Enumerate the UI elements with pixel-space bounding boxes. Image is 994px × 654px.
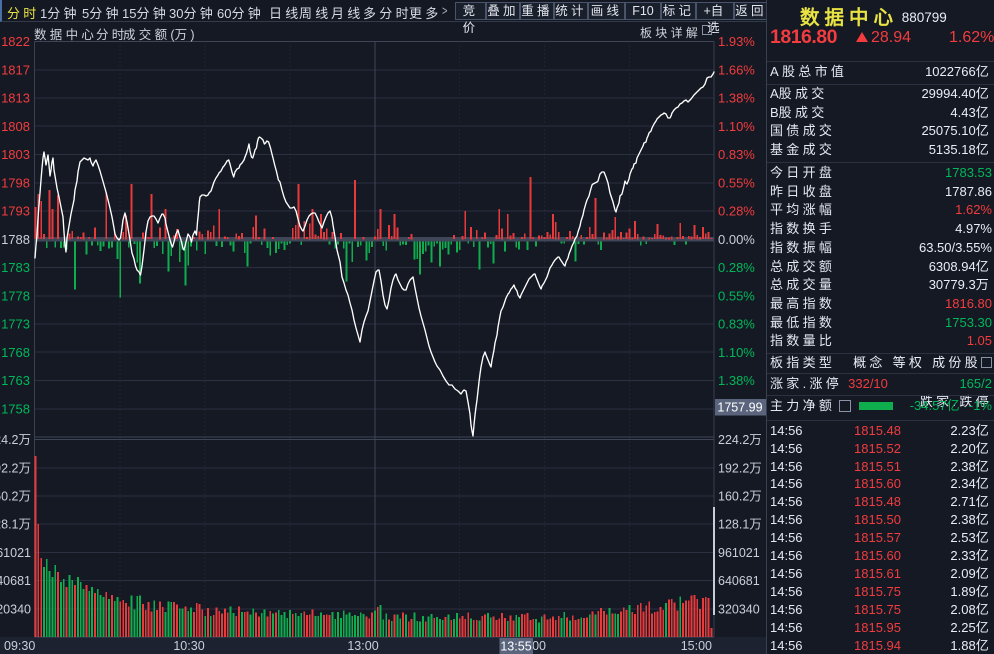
svg-text:0.83%: 0.83% bbox=[718, 147, 755, 162]
svg-text:0.00%: 0.00% bbox=[718, 232, 755, 247]
svg-text:1793: 1793 bbox=[1, 204, 30, 219]
svg-text:1.10%: 1.10% bbox=[718, 119, 755, 134]
svg-text:1803: 1803 bbox=[1, 147, 30, 162]
svg-text:224.2万: 224.2万 bbox=[0, 433, 31, 447]
svg-text:1768: 1768 bbox=[1, 345, 30, 360]
svg-text:128.1万: 128.1万 bbox=[0, 518, 31, 532]
svg-text:320340: 320340 bbox=[0, 602, 31, 616]
svg-text:1808: 1808 bbox=[1, 119, 30, 134]
svg-text:1783: 1783 bbox=[1, 260, 30, 275]
svg-text:961021: 961021 bbox=[718, 546, 760, 560]
svg-text:0.83%: 0.83% bbox=[718, 317, 755, 332]
svg-text:1763: 1763 bbox=[1, 373, 30, 388]
svg-text:640681: 640681 bbox=[718, 574, 760, 588]
svg-text:640681: 640681 bbox=[0, 574, 31, 588]
svg-text:1757.99: 1757.99 bbox=[717, 401, 762, 415]
svg-text:1773: 1773 bbox=[1, 317, 30, 332]
svg-text:128.1万: 128.1万 bbox=[718, 518, 762, 532]
svg-text:1813: 1813 bbox=[1, 91, 30, 106]
svg-text:320340: 320340 bbox=[718, 602, 760, 616]
svg-text:1788: 1788 bbox=[1, 232, 30, 247]
svg-text:160.2万: 160.2万 bbox=[718, 490, 762, 504]
svg-text:13:55: 13:55 bbox=[500, 640, 531, 654]
svg-text:1.38%: 1.38% bbox=[718, 91, 755, 106]
svg-text:1.93%: 1.93% bbox=[718, 34, 755, 49]
svg-text:0.28%: 0.28% bbox=[718, 204, 755, 219]
svg-text:1798: 1798 bbox=[1, 175, 30, 190]
svg-text:961021: 961021 bbox=[0, 546, 31, 560]
svg-text:1.66%: 1.66% bbox=[718, 62, 755, 77]
svg-text:1817: 1817 bbox=[1, 62, 30, 77]
svg-text:192.2万: 192.2万 bbox=[0, 461, 31, 475]
svg-text:160.2万: 160.2万 bbox=[0, 490, 31, 504]
svg-text:0.28%: 0.28% bbox=[718, 260, 755, 275]
svg-text:1.38%: 1.38% bbox=[718, 373, 755, 388]
svg-text:1758: 1758 bbox=[1, 401, 30, 416]
svg-text:15:00: 15:00 bbox=[681, 639, 712, 653]
svg-text:0.55%: 0.55% bbox=[718, 288, 755, 303]
svg-text:0.55%: 0.55% bbox=[718, 175, 755, 190]
svg-text:1822: 1822 bbox=[1, 34, 30, 49]
svg-text:13:00: 13:00 bbox=[347, 639, 378, 653]
svg-text:10:30: 10:30 bbox=[173, 639, 204, 653]
svg-text:1778: 1778 bbox=[1, 288, 30, 303]
svg-text:224.2万: 224.2万 bbox=[718, 433, 762, 447]
svg-text:192.2万: 192.2万 bbox=[718, 461, 762, 475]
svg-text:09:30: 09:30 bbox=[4, 639, 35, 653]
svg-text:1.10%: 1.10% bbox=[718, 345, 755, 360]
